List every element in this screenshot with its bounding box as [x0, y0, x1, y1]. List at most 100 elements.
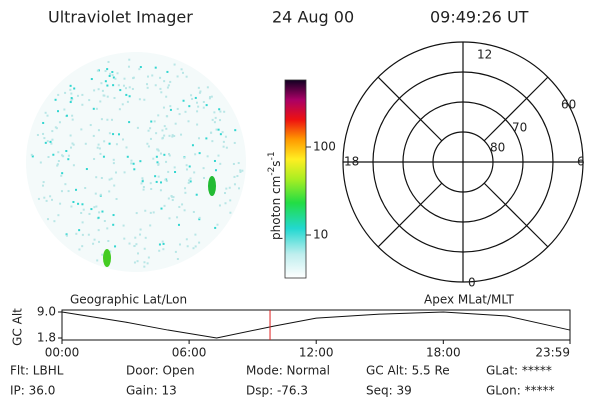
speckle: [111, 74, 114, 77]
unit: s: [269, 160, 283, 166]
speckle: [107, 60, 110, 63]
speckle: [180, 133, 183, 136]
speckle: [132, 77, 135, 80]
alt-ylabel: GC Alt: [11, 308, 25, 346]
mlt-label: 0: [468, 276, 476, 290]
speckle: [70, 146, 73, 149]
speckle: [157, 114, 160, 117]
speckle: [71, 142, 74, 145]
speckle: [114, 245, 117, 248]
speckle: [186, 245, 189, 248]
speckle: [165, 180, 168, 183]
colorbar-tick-label: 100: [313, 140, 336, 154]
speckle: [149, 224, 152, 227]
speckle: [191, 144, 194, 147]
speckle: [108, 178, 111, 181]
speckle: [222, 140, 225, 143]
speckle: [184, 191, 187, 194]
speckle: [185, 168, 188, 171]
speckle: [165, 127, 168, 130]
speckle: [130, 159, 133, 162]
speckle: [146, 83, 149, 86]
speckle: [162, 242, 165, 245]
speckle: [46, 114, 49, 117]
speckle: [160, 181, 163, 184]
speckle: [128, 58, 131, 61]
speckle: [92, 134, 95, 137]
speckle: [115, 197, 118, 200]
speckle: [208, 97, 211, 100]
speckle: [233, 183, 236, 186]
speckle: [69, 84, 72, 87]
colorbar-tick-label: 10: [313, 228, 328, 242]
speckle: [236, 175, 239, 178]
speckle: [213, 159, 216, 162]
speckle: [106, 68, 109, 71]
lat-label: 70: [512, 121, 527, 135]
speckle: [123, 77, 126, 80]
speckle: [44, 141, 47, 144]
speckle: [190, 94, 193, 97]
speckle: [168, 153, 171, 156]
speckle: [51, 198, 54, 201]
speckle: [41, 184, 44, 187]
speckle: [110, 118, 113, 121]
speckle: [203, 176, 206, 179]
speckle: [157, 175, 160, 178]
polar-label: Apex MLat/MLT: [424, 293, 514, 307]
speckle: [176, 216, 179, 219]
exponent: -1: [267, 151, 277, 160]
speckle: [53, 220, 56, 223]
speckle: [72, 164, 75, 167]
speckle: [88, 212, 91, 215]
speckle: [106, 95, 109, 98]
field: GLon: *****: [486, 384, 555, 398]
speckle: [176, 258, 179, 261]
speckle: [167, 197, 170, 200]
speckle: [121, 138, 124, 141]
speckle: [178, 113, 181, 116]
speckle: [211, 140, 214, 143]
speckle: [69, 134, 72, 137]
speckle: [125, 146, 128, 149]
speckle: [181, 71, 184, 74]
speckle: [101, 89, 104, 92]
speckle: [157, 149, 160, 152]
speckle: [81, 233, 84, 236]
speckle: [95, 107, 98, 110]
speckle: [42, 132, 45, 135]
speckle: [77, 202, 80, 205]
speckle: [177, 223, 180, 226]
speckle: [213, 111, 216, 114]
speckle: [194, 233, 197, 236]
colorbar: [284, 79, 307, 279]
y-tick-label: 9.0: [37, 305, 56, 319]
speckle: [110, 177, 113, 180]
speckle: [239, 170, 242, 173]
speckle: [219, 133, 222, 136]
speckle: [97, 229, 100, 232]
speckle: [180, 68, 183, 71]
speckle: [149, 182, 152, 185]
field: Door: Open: [126, 364, 195, 378]
speckle: [160, 207, 163, 210]
speckle: [46, 218, 49, 221]
speckle: [237, 162, 240, 165]
speckle: [128, 242, 131, 245]
speckle: [81, 93, 84, 96]
speckle: [99, 152, 102, 155]
speckle: [128, 86, 131, 89]
speckle: [224, 135, 227, 138]
speckle: [170, 195, 173, 198]
speckle: [192, 210, 195, 213]
speckle: [205, 104, 208, 107]
speckle: [134, 236, 137, 239]
x-tick-label: 06:00: [172, 346, 207, 360]
speckle: [70, 205, 73, 208]
speckle: [141, 177, 144, 180]
speckle: [64, 183, 67, 186]
speckle: [194, 245, 197, 248]
speckle: [72, 200, 75, 203]
speckle: [76, 94, 79, 97]
speckle: [171, 135, 174, 138]
